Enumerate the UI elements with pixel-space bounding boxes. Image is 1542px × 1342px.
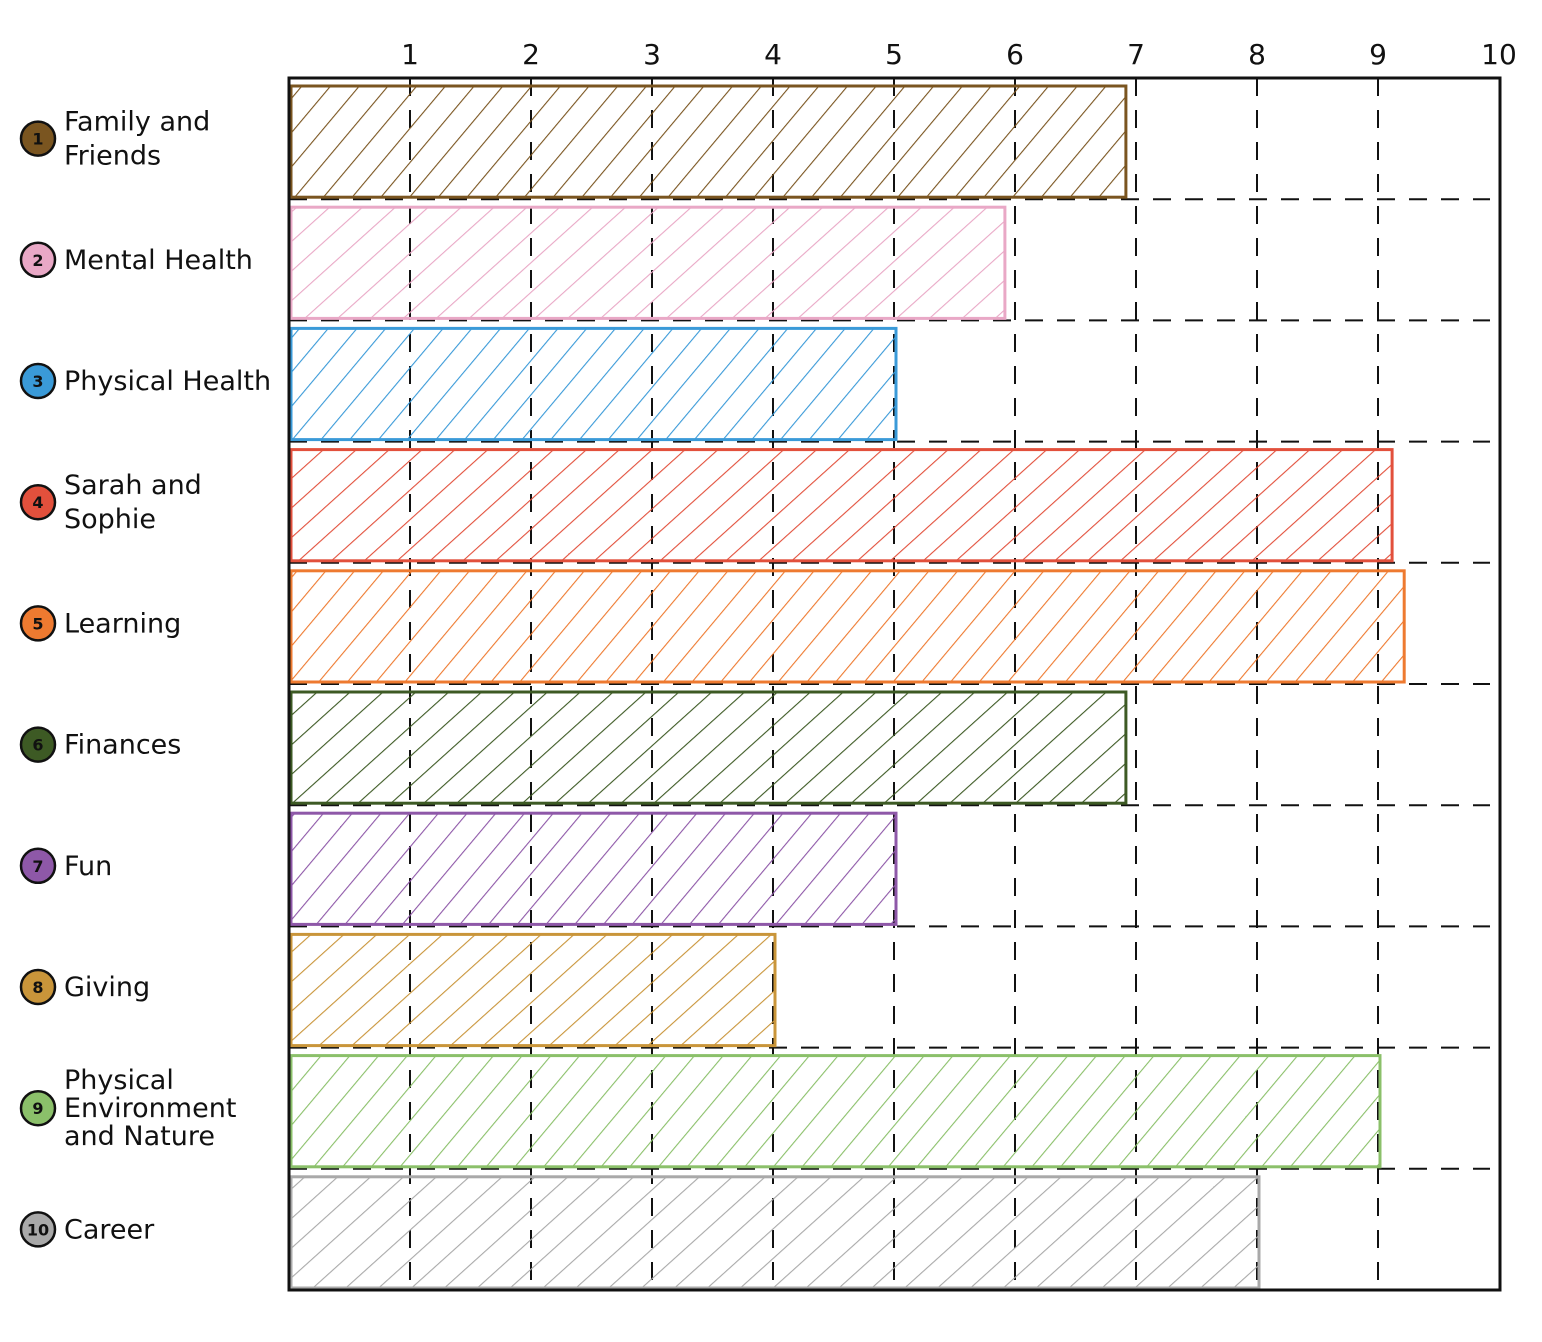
category-name: Sarah and — [64, 470, 202, 501]
category-name: Physical — [64, 1065, 174, 1096]
category-name: Friends — [64, 141, 161, 172]
category-number: 10 — [27, 1220, 49, 1239]
bar — [289, 1175, 1261, 1290]
category-number: 7 — [32, 857, 43, 876]
bar — [289, 811, 898, 926]
bar — [289, 448, 1394, 563]
category-badge — [19, 120, 57, 157]
category-label: 8 Giving — [19, 968, 150, 1006]
category-name: Physical Health — [64, 366, 271, 397]
x-tick-label: 8 — [1248, 38, 1266, 71]
category-label: 5 Learning — [19, 605, 181, 642]
category-name: Giving — [64, 972, 150, 1003]
category-name: Finances — [64, 730, 181, 761]
category-label: 2 Mental Health — [19, 241, 253, 279]
category-number: 3 — [32, 372, 43, 391]
bar — [289, 84, 1128, 199]
category-name: Sophie — [64, 504, 156, 535]
x-tick-label: 3 — [643, 38, 661, 71]
category-badge — [19, 1211, 57, 1248]
category-number: 4 — [32, 493, 43, 512]
category-number: 1 — [32, 130, 43, 149]
category-number: 6 — [32, 736, 43, 755]
category-badge — [19, 362, 57, 400]
bar — [289, 326, 898, 442]
category-badge — [19, 483, 57, 521]
x-tick-label: 2 — [522, 38, 540, 71]
category-name: Career — [64, 1214, 155, 1245]
category-name: Learning — [64, 608, 181, 639]
bar — [289, 1054, 1382, 1169]
category-badge — [19, 847, 57, 885]
bar — [289, 205, 1007, 320]
category-badge — [19, 605, 57, 642]
category-number: 2 — [32, 251, 43, 270]
x-tick-label: 6 — [1006, 38, 1024, 71]
category-label: 6 Finances — [19, 726, 181, 763]
category-name: Fun — [64, 851, 112, 882]
category-badge — [19, 968, 57, 1006]
category-name: and Nature — [64, 1121, 215, 1152]
x-tick-label: 1 — [401, 38, 419, 71]
category-number: 8 — [32, 978, 43, 997]
plot-frame — [287, 76, 1502, 1292]
x-tick-label: 5 — [885, 38, 903, 71]
category-name: Environment — [64, 1093, 236, 1124]
category-badge — [19, 1089, 57, 1127]
category-label: 3 Physical Health — [19, 362, 271, 400]
category-label: 7 Fun — [19, 847, 112, 885]
category-name: Mental Health — [64, 245, 253, 276]
bars — [289, 84, 1406, 1290]
bar — [289, 569, 1406, 684]
category-badge — [19, 726, 57, 763]
bar — [289, 932, 777, 1048]
category-badge — [19, 241, 57, 279]
x-tick-label: 10 — [1481, 38, 1517, 71]
category-number: 5 — [32, 614, 43, 633]
category-name: Family and — [64, 107, 210, 138]
bar — [289, 690, 1128, 805]
x-axis-ticks: 1 2 3 4 5 6 7 8 9 10 — [401, 38, 1517, 71]
x-tick-label: 4 — [764, 38, 782, 71]
category-number: 9 — [32, 1099, 43, 1118]
x-tick-label: 9 — [1369, 38, 1387, 71]
x-tick-label: 7 — [1127, 38, 1145, 71]
category-label: 10 Career — [19, 1211, 155, 1248]
